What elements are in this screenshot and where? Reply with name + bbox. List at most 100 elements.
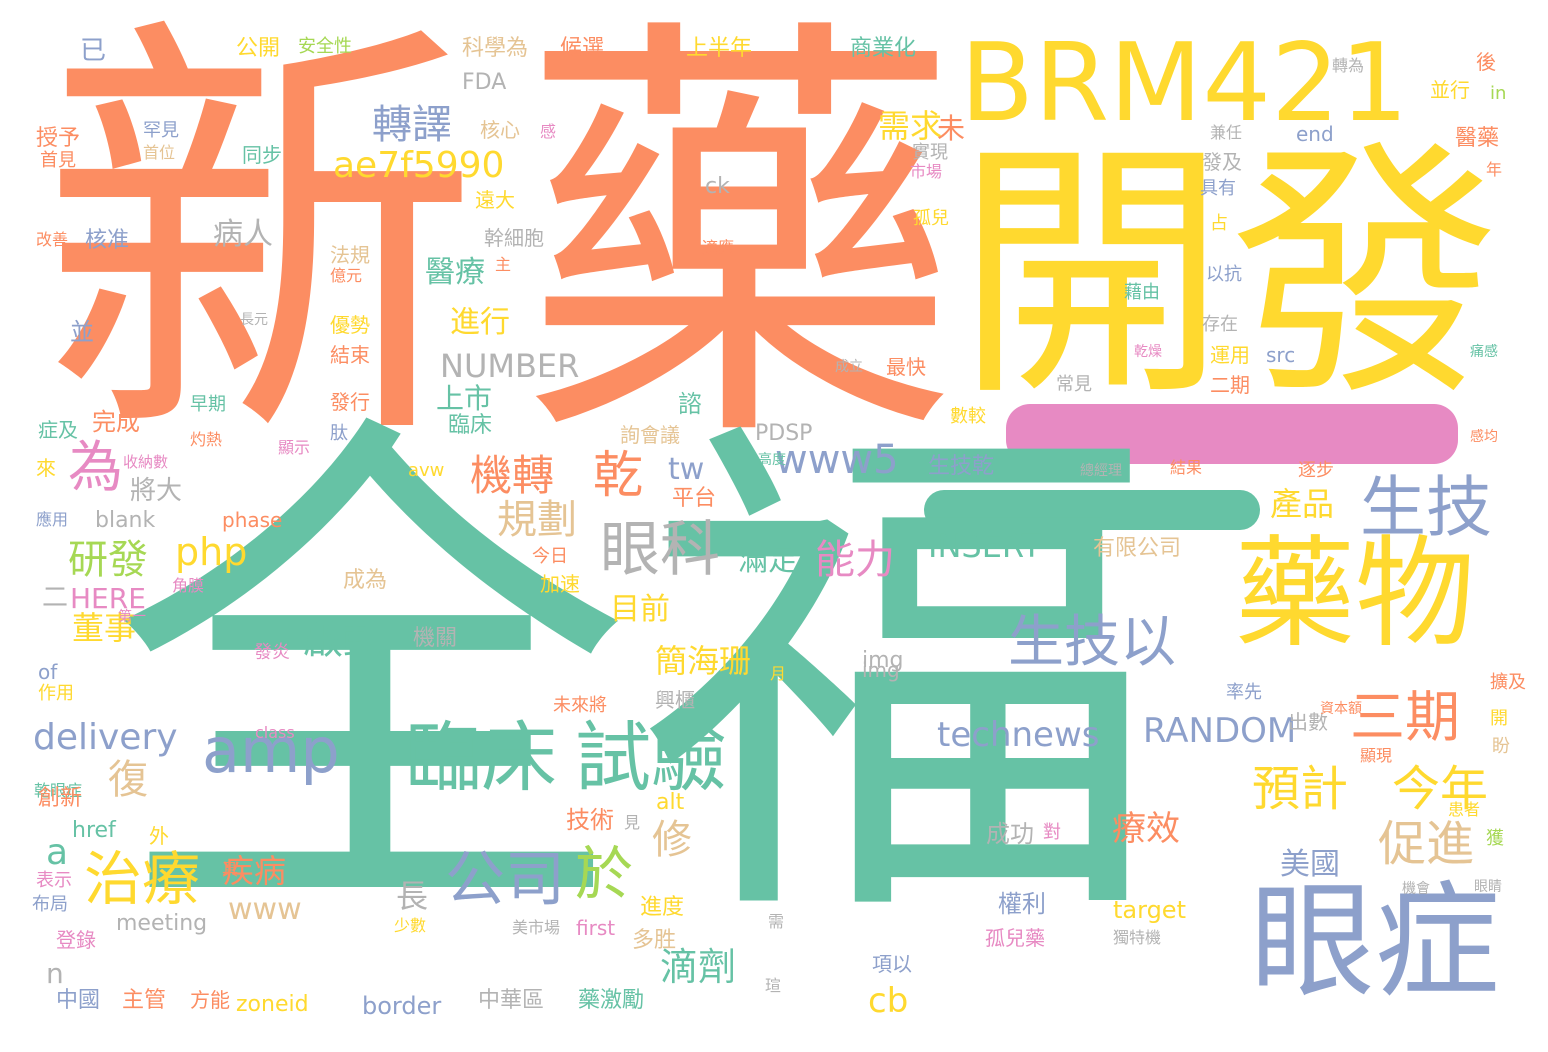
cloud-word: 美市場	[512, 918, 561, 937]
cloud-word: 市場	[910, 162, 943, 181]
cloud-word: 產品	[1270, 485, 1335, 523]
cloud-word: 授予	[36, 126, 81, 151]
cloud-word: 應用	[36, 510, 69, 529]
cloud-word: zoneid	[236, 992, 309, 1017]
cloud-word: 能力	[815, 537, 895, 583]
cloud-word: 修	[652, 817, 692, 863]
cloud-word: 機轉	[470, 451, 555, 500]
cloud-word: 患者	[1448, 800, 1481, 819]
cloud-word: 上市	[436, 382, 493, 415]
cloud-word: 需	[768, 912, 785, 931]
cloud-word: 未	[937, 112, 966, 145]
cloud-word: in	[1490, 83, 1507, 104]
cloud-word: 同步	[242, 143, 282, 167]
cloud-word: 主管	[122, 988, 167, 1013]
cloud-word: 將大	[130, 476, 183, 506]
cloud-word: 進度	[640, 895, 685, 920]
cloud-word: 上半年	[686, 36, 753, 61]
cloud-word: 藉由	[1124, 282, 1160, 303]
cloud-word: 長元	[240, 312, 268, 328]
cloud-word: 收納數	[123, 453, 169, 471]
cloud-word: 轉為	[1332, 56, 1365, 75]
cloud-word: 滴劑	[660, 945, 737, 989]
cloud-word: 逐步	[1298, 460, 1334, 481]
cloud-word: NUMBER	[440, 347, 580, 385]
cloud-word: border	[362, 992, 442, 1020]
cloud-word: cb	[868, 981, 909, 1021]
cloud-word: 療效	[1112, 809, 1180, 849]
cloud-word: 遠大	[475, 188, 515, 212]
cloud-word: 發	[1230, 117, 1500, 432]
cloud-word: 全	[110, 377, 630, 983]
cloud-word: 出數	[1288, 710, 1328, 734]
cloud-word: img	[862, 648, 904, 673]
cloud-word: 安全性	[298, 36, 352, 57]
cloud-word: of	[38, 660, 58, 684]
cloud-word: 未來將	[553, 695, 607, 716]
cloud-word: 孤兒	[913, 208, 949, 229]
cloud-word: 方能	[190, 988, 230, 1012]
cloud-word: 資本額	[1320, 701, 1362, 717]
cloud-word: 適應	[702, 238, 735, 257]
cloud-word: 首見	[40, 150, 76, 171]
cloud-word: 登錄	[56, 928, 96, 952]
cloud-word: www5	[775, 437, 899, 483]
cloud-word: target	[1113, 896, 1186, 924]
cloud-word: meeting	[116, 911, 208, 936]
cloud-word: 年	[1486, 160, 1503, 179]
cloud-word: 病人	[213, 217, 273, 252]
cloud-word: 感均	[1470, 429, 1498, 445]
cloud-word: 優勢	[330, 313, 370, 337]
cloud-word: 生技	[1360, 469, 1492, 546]
cloud-word: 創新	[38, 786, 83, 811]
cloud-word: technews	[937, 715, 1100, 755]
cloud-word: 第一	[118, 609, 146, 625]
cloud-word: 結果	[1170, 458, 1203, 477]
cloud-word: 中國	[56, 988, 101, 1013]
cloud-word: 福	[640, 377, 1160, 983]
cloud-word: 新	[40, 0, 480, 496]
cloud-word: delivery	[33, 717, 178, 758]
cloud-word: 高度	[758, 452, 786, 468]
cloud-word: a	[46, 832, 69, 873]
cloud-word: 公開	[236, 36, 281, 61]
cloud-word: 臨床	[448, 413, 493, 438]
cloud-word: 成為	[343, 568, 388, 593]
cloud-word: 機關	[413, 626, 458, 651]
cloud-word: 目前	[610, 592, 670, 627]
cloud-word: 啟動	[303, 617, 383, 663]
cloud-word: 存在	[1202, 314, 1238, 335]
cloud-word: 顯示	[278, 438, 311, 457]
cloud-word: 研發	[68, 537, 148, 583]
cloud-word: 開	[1490, 708, 1508, 729]
cloud-word: 技術	[566, 806, 614, 834]
cloud-word: 表示	[36, 870, 72, 891]
cloud-word: 權利	[998, 890, 1046, 918]
cloud-word: 法規	[330, 243, 370, 267]
cloud-word: phase	[222, 508, 283, 532]
cloud-word: 醫療	[425, 255, 485, 290]
cloud-word: 主	[495, 255, 512, 274]
cloud-word: 外	[149, 824, 169, 848]
cloud-word: 眼症	[1250, 870, 1500, 1015]
pink-bar	[1006, 404, 1458, 464]
cloud-word: img	[862, 658, 900, 682]
cloud-word: php	[175, 530, 248, 574]
cloud-word: 結束	[330, 343, 370, 367]
cloud-word: 瑄	[765, 976, 782, 995]
cloud-word: 有限公司	[1093, 536, 1182, 561]
cloud-word: 已	[80, 36, 107, 66]
cloud-word: 興櫃	[655, 688, 695, 712]
cloud-word: BRM421	[960, 21, 1409, 146]
cloud-word: 滿足	[738, 543, 798, 578]
cloud-word: 症及	[38, 418, 78, 442]
cloud-word: n	[46, 957, 64, 990]
cloud-word: blank	[95, 508, 156, 533]
cloud-word: 少數	[394, 916, 427, 935]
cloud-word: 對	[1043, 822, 1061, 843]
cloud-word: 角膜	[172, 576, 205, 595]
cloud-word: 成功	[986, 820, 1034, 848]
cloud-word: 早期	[190, 394, 226, 415]
cloud-word: 生技乾	[928, 454, 995, 479]
cloud-word: 中華區	[478, 988, 545, 1013]
